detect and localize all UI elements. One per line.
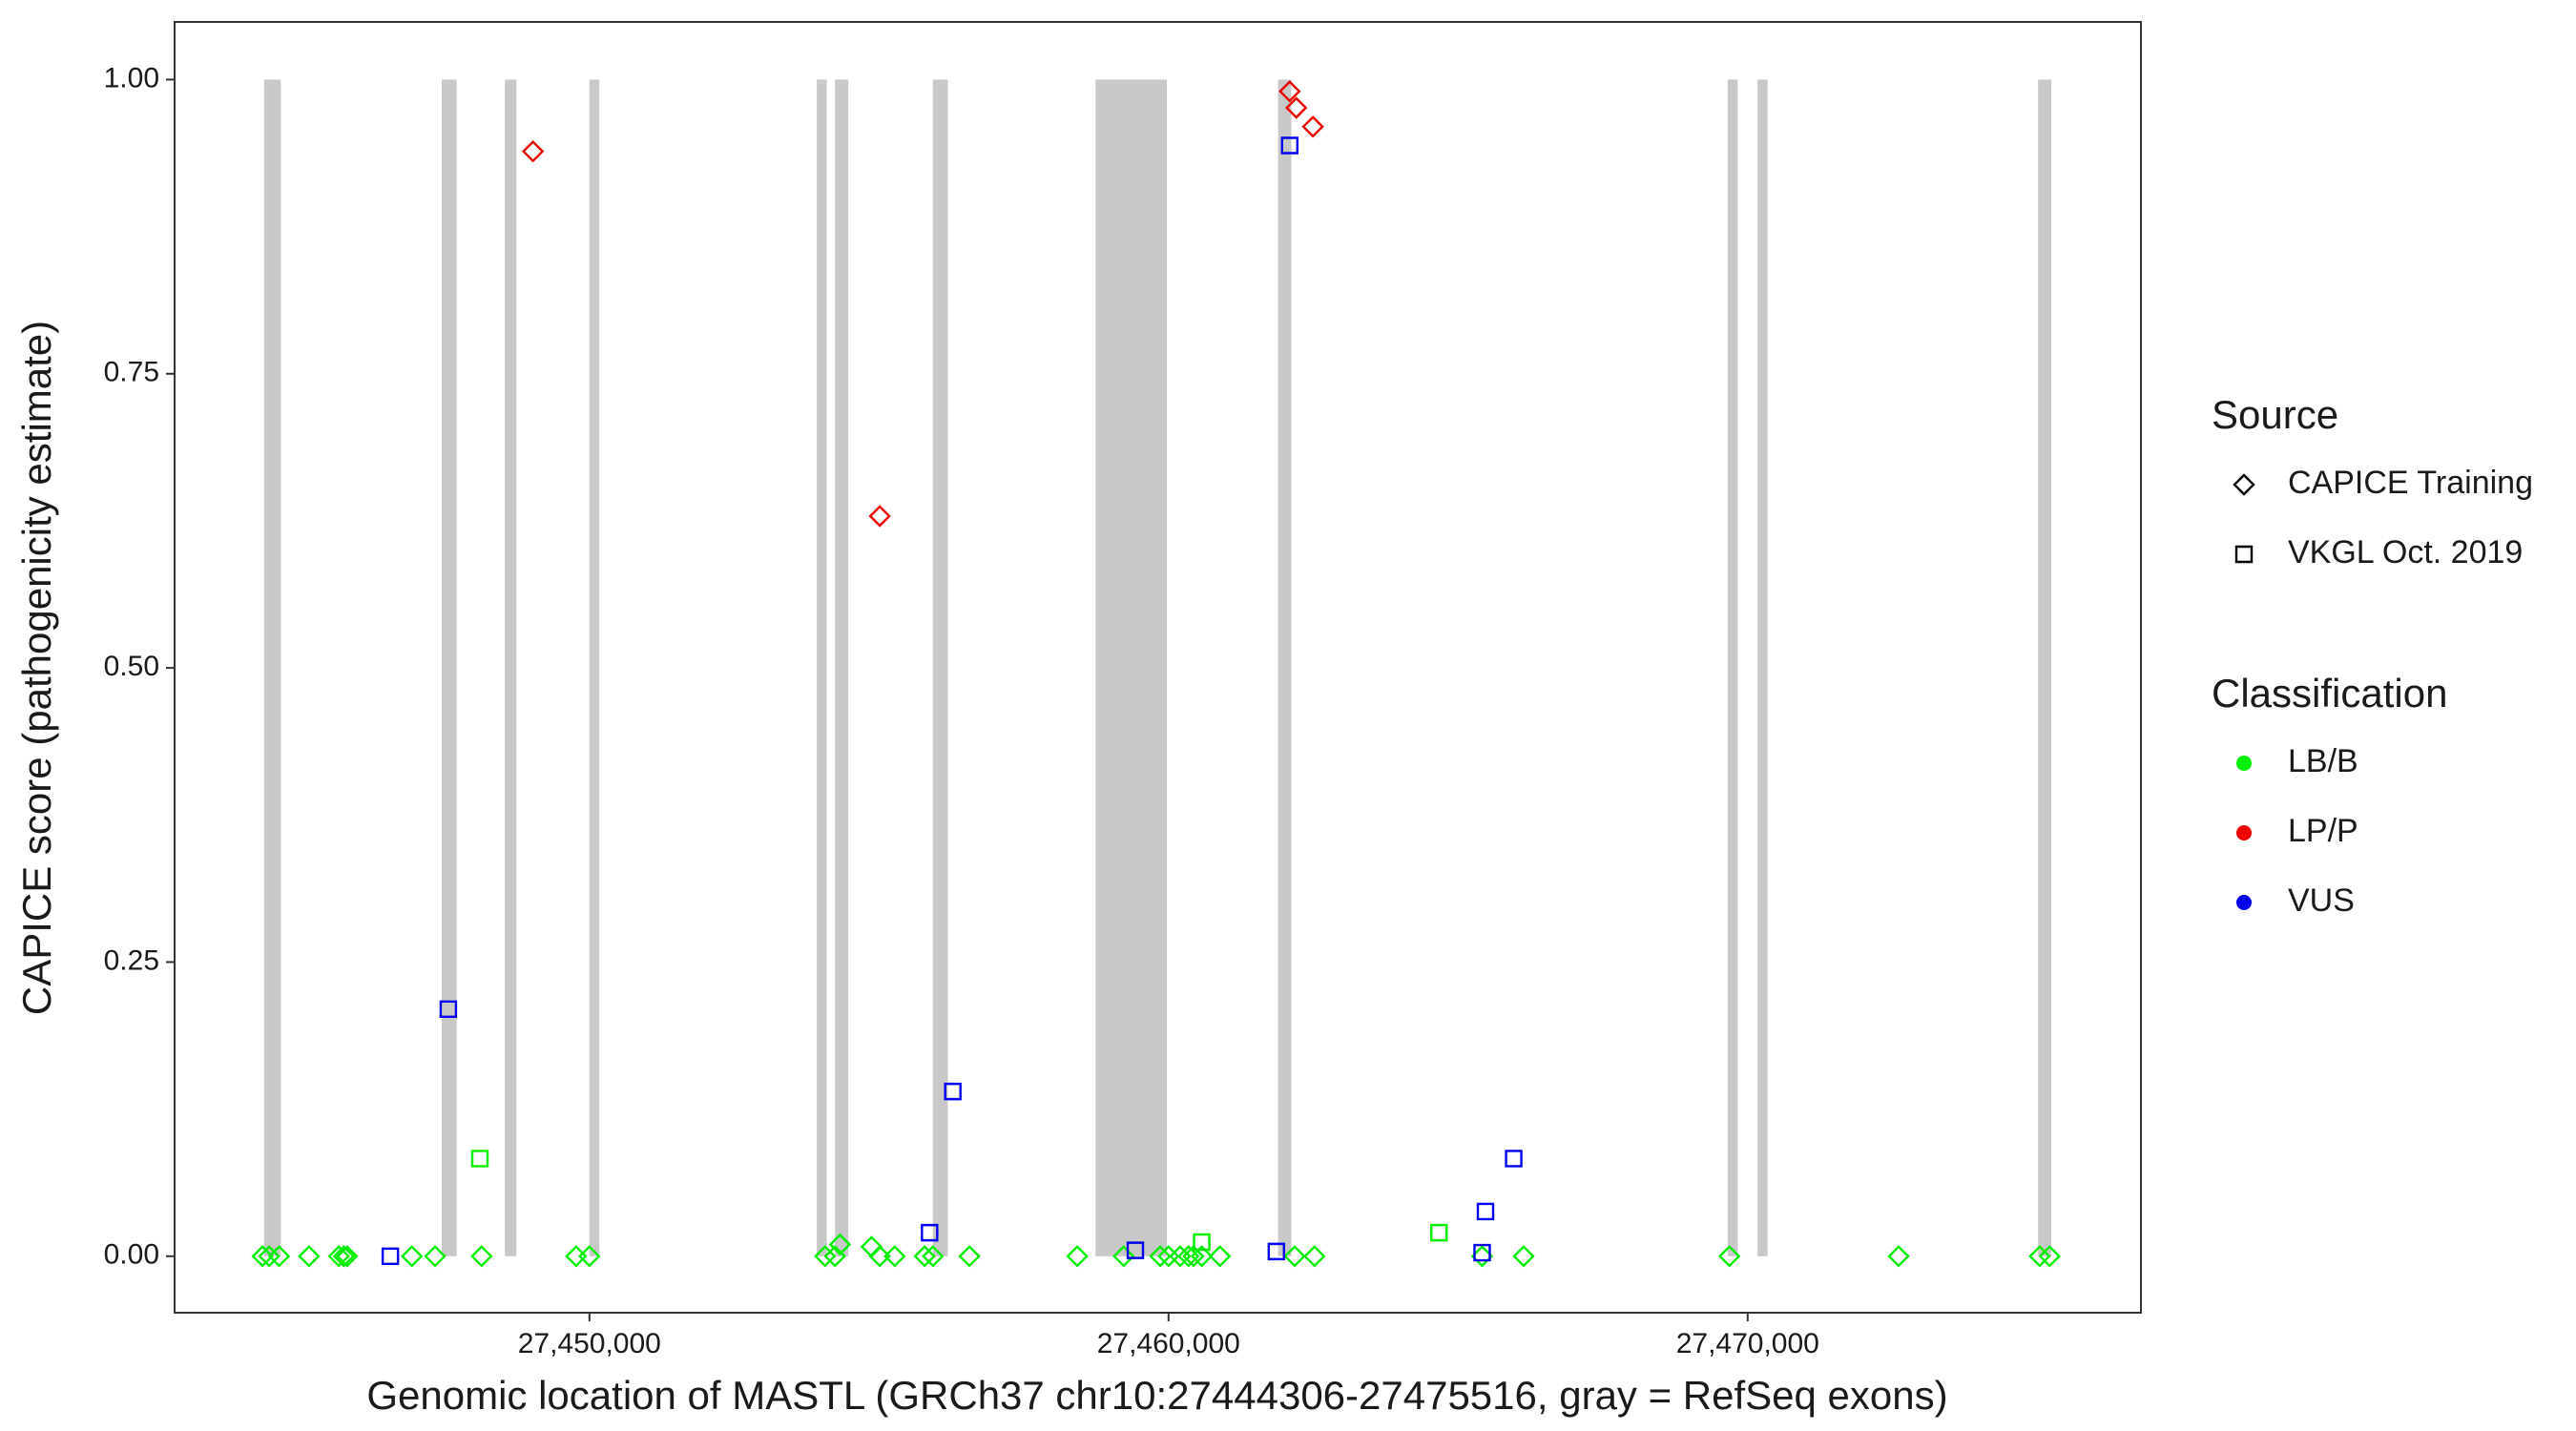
point bbox=[327, 1245, 350, 1268]
exon-band bbox=[1278, 79, 1292, 1256]
point bbox=[1512, 1245, 1535, 1268]
point bbox=[439, 1000, 458, 1018]
y-axis-title: CAPICE score (pathogenicity estimate) bbox=[14, 321, 59, 1015]
legend-label: CAPICE Training bbox=[2288, 465, 2533, 501]
point bbox=[381, 1247, 400, 1265]
point bbox=[1430, 1223, 1448, 1242]
legend-symbol bbox=[2236, 825, 2252, 840]
x-tick-label: 27,450,000 bbox=[518, 1328, 661, 1359]
point bbox=[1301, 115, 1324, 138]
point bbox=[1066, 1245, 1089, 1268]
y-tick-label: 0.00 bbox=[104, 1239, 159, 1271]
point bbox=[424, 1245, 447, 1268]
legend-label: LB/B bbox=[2288, 743, 2358, 779]
point bbox=[1284, 96, 1308, 119]
point bbox=[2028, 1245, 2051, 1268]
point bbox=[921, 1223, 939, 1242]
point bbox=[958, 1245, 981, 1268]
exon-band bbox=[442, 79, 457, 1256]
point bbox=[565, 1245, 588, 1268]
point bbox=[1193, 1233, 1211, 1252]
point bbox=[883, 1245, 906, 1268]
legend-symbol bbox=[2236, 895, 2252, 910]
legend-label: LP/P bbox=[2288, 813, 2358, 849]
y-tick-label: 0.50 bbox=[104, 651, 159, 682]
point bbox=[1283, 1245, 1306, 1268]
exon-band bbox=[589, 79, 600, 1256]
point bbox=[578, 1245, 601, 1268]
point bbox=[2038, 1245, 2062, 1268]
plot-border bbox=[174, 21, 2142, 1314]
point bbox=[470, 1150, 489, 1168]
exon-band bbox=[932, 79, 948, 1256]
point bbox=[1278, 80, 1301, 103]
point bbox=[400, 1245, 424, 1268]
point bbox=[470, 1245, 493, 1268]
point bbox=[1182, 1245, 1205, 1268]
point bbox=[1126, 1241, 1145, 1259]
exon-band bbox=[1727, 79, 1738, 1256]
x-tick-label: 27,470,000 bbox=[1676, 1328, 1819, 1359]
point bbox=[1149, 1245, 1172, 1268]
legend-title: Classification bbox=[2212, 671, 2447, 716]
legend-symbol bbox=[2234, 545, 2254, 564]
point bbox=[913, 1245, 936, 1268]
y-tick-label: 1.00 bbox=[104, 62, 159, 93]
point bbox=[332, 1245, 356, 1268]
point bbox=[944, 1082, 962, 1101]
legend-label: VKGL Oct. 2019 bbox=[2288, 534, 2523, 570]
point bbox=[298, 1245, 321, 1268]
point bbox=[1717, 1245, 1741, 1268]
y-tick-label: 0.75 bbox=[104, 357, 159, 388]
point bbox=[336, 1245, 359, 1268]
point bbox=[868, 505, 891, 528]
exon-band bbox=[505, 79, 517, 1256]
exon-band bbox=[1095, 79, 1168, 1256]
point bbox=[1473, 1243, 1491, 1262]
point bbox=[1887, 1245, 1910, 1268]
x-tick-label: 27,460,000 bbox=[1097, 1328, 1240, 1359]
exon-band bbox=[1757, 79, 1768, 1256]
x-axis-title: Genomic location of MASTL (GRCh37 chr10:… bbox=[366, 1373, 1947, 1418]
exon-band bbox=[2038, 79, 2052, 1256]
point bbox=[814, 1245, 837, 1268]
y-tick-label: 0.25 bbox=[104, 944, 159, 976]
point bbox=[1505, 1150, 1523, 1168]
legend-symbol bbox=[2233, 473, 2255, 496]
point bbox=[1280, 136, 1298, 155]
legend-label: VUS bbox=[2288, 882, 2355, 919]
point bbox=[922, 1245, 945, 1268]
point bbox=[1303, 1245, 1326, 1268]
point bbox=[1208, 1245, 1232, 1268]
point bbox=[828, 1233, 852, 1256]
legend-symbol bbox=[2236, 756, 2252, 771]
exon-band bbox=[263, 79, 281, 1256]
point bbox=[1470, 1245, 1494, 1268]
point bbox=[521, 139, 545, 163]
point bbox=[251, 1245, 274, 1268]
point bbox=[258, 1245, 280, 1268]
point bbox=[267, 1245, 291, 1268]
exon-band bbox=[817, 79, 827, 1256]
point bbox=[1190, 1245, 1214, 1268]
point bbox=[1476, 1202, 1495, 1221]
point bbox=[1267, 1242, 1286, 1261]
point bbox=[868, 1245, 891, 1268]
point bbox=[1112, 1245, 1135, 1268]
legend-title: Source bbox=[2212, 392, 2338, 437]
exon-band bbox=[835, 79, 849, 1256]
